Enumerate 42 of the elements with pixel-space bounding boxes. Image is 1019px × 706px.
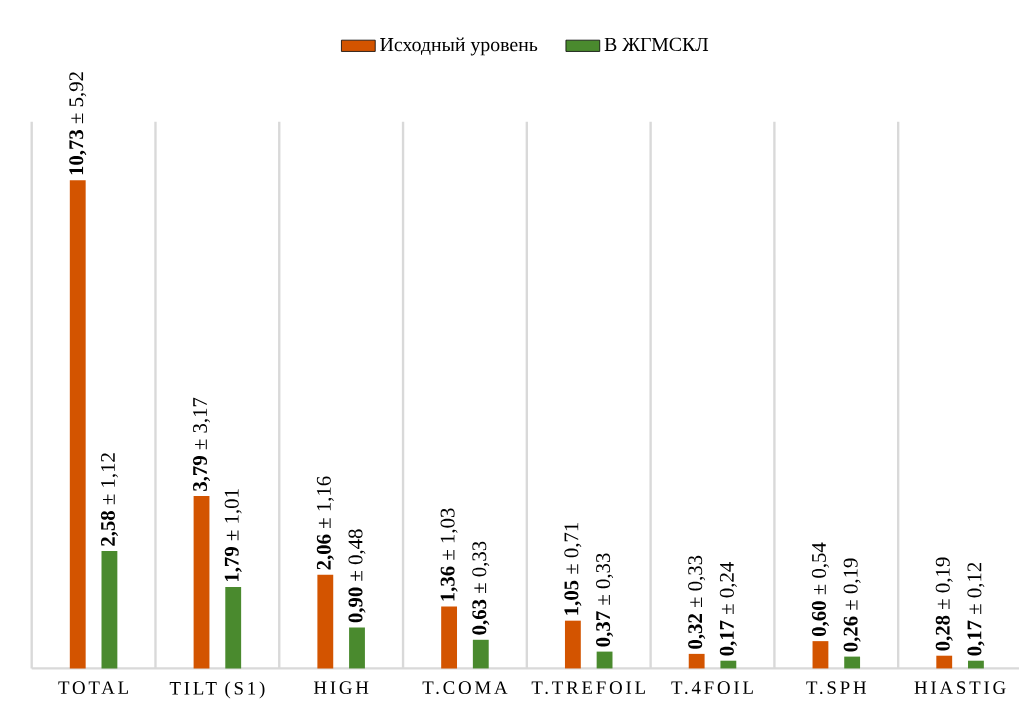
bar [441,606,458,669]
bar [101,551,118,669]
bar [596,651,613,669]
data-label: 2,58 ± 1,12 [100,453,118,546]
data-label: 3,79 ± 3,17 [193,397,211,491]
bar [936,655,953,669]
data-label: 0,17 ± 0,12 [967,562,985,656]
bar [720,660,737,669]
bar [564,620,581,669]
data-label: 1,05 ± 0,71 [564,522,582,615]
legend-label: Исходный уровень [380,37,538,56]
x-tick-label: T.4FOIL [671,681,753,695]
bar [69,180,86,669]
x-tick-label: TILT (S1) [169,681,265,699]
data-label: 10,73 ± 5,92 [69,72,87,175]
bar [688,653,705,669]
data-label: 0,63 ± 0,33 [472,541,490,635]
bar [193,496,210,669]
legend-label: В ЖГМСКЛ [604,37,709,52]
data-label: 0,26 ± 0,19 [843,558,861,652]
x-tick-label: HIGH [313,681,369,694]
bar [812,641,829,669]
data-label: 0,28 ± 0,19 [935,557,953,651]
data-label: 1,36 ± 1,03 [440,508,458,601]
data-label: 0,90 ± 0,48 [348,529,366,623]
bar [317,574,334,669]
bar [968,660,984,669]
x-tick-label: TOTAL [58,681,128,694]
data-label: 0,17 ± 0,24 [719,562,737,656]
bar [844,656,861,669]
x-tick-label: T.TREFOIL [531,681,645,695]
bar [225,586,242,669]
x-tick-label: HIASTIG [914,681,1006,694]
bar [349,627,365,669]
data-label: 0,37 ± 0,33 [596,553,614,647]
data-label: 2,06 ± 1,16 [316,476,334,570]
x-tick-label: T.SPH [806,681,867,695]
data-label: 0,60 ± 0,54 [811,542,829,636]
bar [472,639,489,669]
data-label: 0,32 ± 0,33 [688,555,706,649]
x-tick-label: T.COMA [422,681,508,695]
data-label: 1,79 ± 1,01 [224,489,242,581]
